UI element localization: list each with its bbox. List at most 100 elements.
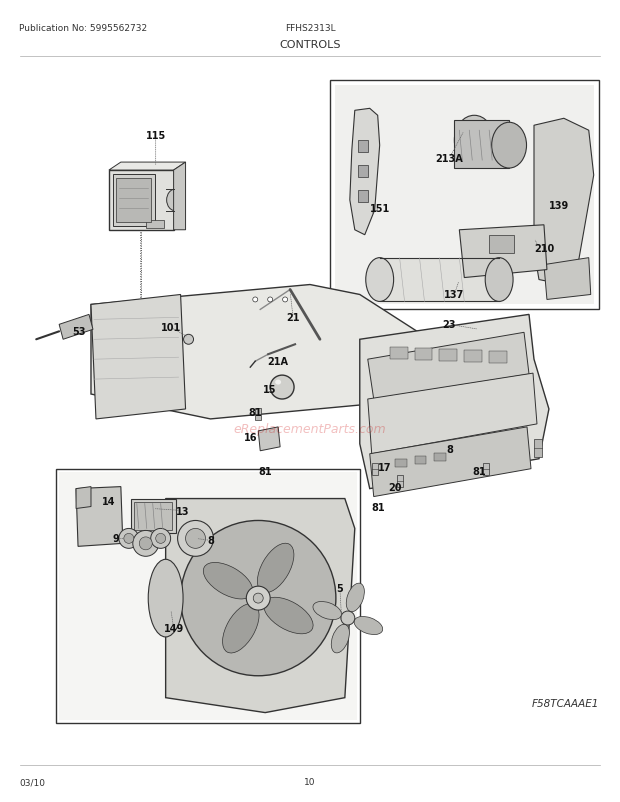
Text: 151: 151 xyxy=(370,204,390,213)
Polygon shape xyxy=(109,163,185,171)
Polygon shape xyxy=(544,258,591,300)
Bar xyxy=(483,463,489,475)
Circle shape xyxy=(283,298,288,302)
Ellipse shape xyxy=(257,544,294,593)
Bar xyxy=(113,175,155,226)
Polygon shape xyxy=(59,315,93,340)
Ellipse shape xyxy=(366,258,394,302)
Ellipse shape xyxy=(313,602,342,620)
Text: 53: 53 xyxy=(73,327,86,337)
Circle shape xyxy=(140,537,153,550)
Circle shape xyxy=(151,529,170,549)
Polygon shape xyxy=(368,374,537,454)
Text: 213A: 213A xyxy=(435,154,463,164)
Ellipse shape xyxy=(167,190,185,212)
Circle shape xyxy=(253,298,258,302)
Bar xyxy=(56,469,360,723)
Text: 81: 81 xyxy=(249,407,262,417)
Bar xyxy=(415,456,427,464)
Text: F58TCAAAE1: F58TCAAAE1 xyxy=(531,698,599,708)
Ellipse shape xyxy=(203,563,253,599)
Bar xyxy=(489,236,514,253)
Polygon shape xyxy=(259,427,280,452)
Text: 8: 8 xyxy=(207,536,214,545)
Text: 101: 101 xyxy=(161,323,181,333)
Bar xyxy=(394,460,407,467)
Ellipse shape xyxy=(492,123,526,169)
Bar xyxy=(131,499,175,534)
Text: 10: 10 xyxy=(304,777,316,786)
Text: CONTROLS: CONTROLS xyxy=(279,39,341,50)
Text: 03/10: 03/10 xyxy=(19,777,45,786)
Bar xyxy=(454,121,509,169)
Text: eReplacementParts.com: eReplacementParts.com xyxy=(234,423,386,435)
Ellipse shape xyxy=(354,617,383,634)
Ellipse shape xyxy=(223,604,259,653)
Bar xyxy=(415,349,432,361)
Bar xyxy=(464,350,482,363)
Text: 15: 15 xyxy=(264,385,277,395)
Polygon shape xyxy=(370,427,531,497)
Bar xyxy=(358,166,368,178)
Text: FFHS2313L: FFHS2313L xyxy=(285,24,335,33)
Polygon shape xyxy=(76,487,91,509)
Text: 149: 149 xyxy=(164,623,184,634)
Text: 16: 16 xyxy=(244,432,257,442)
Bar xyxy=(330,81,599,310)
Circle shape xyxy=(184,335,193,345)
Polygon shape xyxy=(91,286,435,419)
Circle shape xyxy=(185,529,205,549)
Bar xyxy=(358,191,368,203)
Circle shape xyxy=(341,611,355,626)
Ellipse shape xyxy=(275,380,281,385)
Bar xyxy=(358,141,368,153)
Bar xyxy=(397,475,402,487)
Circle shape xyxy=(180,520,336,676)
Text: 17: 17 xyxy=(378,462,391,472)
Bar xyxy=(109,171,174,230)
Bar xyxy=(389,348,407,360)
Text: 81: 81 xyxy=(371,502,384,512)
Bar xyxy=(59,472,356,719)
Text: 21: 21 xyxy=(286,313,300,323)
Bar xyxy=(255,408,261,420)
Circle shape xyxy=(133,531,159,557)
Ellipse shape xyxy=(485,258,513,302)
Text: Publication No: 5995562732: Publication No: 5995562732 xyxy=(19,24,148,33)
Bar xyxy=(372,463,378,475)
Text: 115: 115 xyxy=(146,131,166,141)
Text: 21A: 21A xyxy=(268,357,289,367)
Polygon shape xyxy=(76,487,123,547)
Ellipse shape xyxy=(331,625,350,653)
Circle shape xyxy=(177,520,213,557)
Text: 8: 8 xyxy=(446,444,453,454)
Polygon shape xyxy=(166,499,355,713)
Text: 9: 9 xyxy=(112,533,119,544)
Circle shape xyxy=(124,534,134,544)
Polygon shape xyxy=(368,333,529,399)
Circle shape xyxy=(156,534,166,544)
Text: 5: 5 xyxy=(337,583,343,593)
Polygon shape xyxy=(174,163,185,230)
Text: 81: 81 xyxy=(472,466,486,476)
Ellipse shape xyxy=(454,116,494,166)
Circle shape xyxy=(268,298,273,302)
Polygon shape xyxy=(459,225,547,278)
Text: 210: 210 xyxy=(534,243,554,253)
Bar xyxy=(335,87,594,305)
Text: 139: 139 xyxy=(549,200,569,211)
Bar xyxy=(440,350,458,362)
Ellipse shape xyxy=(346,583,365,612)
Text: 13: 13 xyxy=(176,506,189,516)
Bar xyxy=(116,179,151,222)
Text: 137: 137 xyxy=(444,290,464,300)
Bar xyxy=(489,352,507,364)
Circle shape xyxy=(119,529,139,549)
Bar xyxy=(435,453,446,461)
Bar xyxy=(146,221,164,229)
Polygon shape xyxy=(91,295,185,419)
Text: 14: 14 xyxy=(102,496,116,506)
Polygon shape xyxy=(360,315,549,489)
Bar xyxy=(534,439,542,457)
Text: 20: 20 xyxy=(388,482,401,492)
